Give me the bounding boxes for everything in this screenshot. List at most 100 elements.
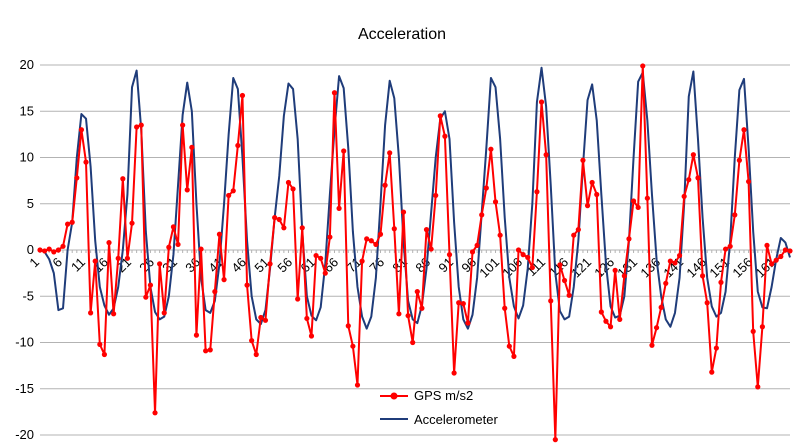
- gps-data-point: [428, 246, 434, 252]
- gps-data-point: [699, 273, 706, 279]
- gps-data-point: [147, 282, 154, 288]
- gps-data-point: [189, 144, 195, 150]
- x-tick-label: 31: [159, 255, 180, 276]
- gps-data-point: [276, 216, 282, 223]
- gps-data-point: [230, 188, 236, 194]
- legend-gps-label: GPS m/s2: [414, 388, 473, 403]
- gps-data-point: [382, 182, 388, 188]
- gps-data-point: [120, 176, 126, 182]
- x-tick-label: 101: [476, 255, 502, 281]
- series-line-accelerometer: [39, 66, 791, 330]
- gps-data-point: [221, 277, 227, 283]
- x-tick-label: 141: [660, 255, 686, 281]
- gps-data-point: [345, 323, 351, 329]
- gps-data-point: [318, 255, 324, 261]
- gps-data-point: [676, 252, 683, 259]
- gps-data-point: [722, 246, 729, 252]
- gps-data-point: [290, 186, 296, 192]
- gps-data-point: [198, 246, 204, 252]
- x-tick-label: 86: [412, 255, 433, 276]
- gps-data-point: [492, 199, 499, 205]
- gps-data-point: [598, 309, 604, 315]
- gps-data-point: [607, 324, 614, 330]
- legend-gps-marker: [390, 392, 398, 400]
- gps-data-point: [745, 178, 752, 185]
- gps-data-point: [175, 241, 181, 248]
- gps-data-point: [244, 282, 250, 288]
- gps-data-point: [60, 243, 66, 249]
- gps-data-point: [387, 150, 393, 156]
- gps-data-point: [460, 301, 466, 307]
- gps-data-point: [603, 318, 609, 324]
- gps-data-point: [768, 261, 775, 267]
- gps-data-point: [405, 313, 411, 319]
- gps-data-point: [106, 240, 112, 246]
- gps-data-point: [704, 300, 710, 306]
- gps-data-point: [78, 127, 85, 133]
- gps-data-point: [235, 142, 241, 149]
- gps-data-point: [51, 249, 57, 255]
- x-tick-label: 96: [458, 255, 479, 276]
- gps-data-point: [681, 193, 687, 199]
- gps-data-point: [621, 273, 627, 279]
- gps-data-point: [134, 124, 140, 130]
- gps-data-point: [635, 204, 641, 211]
- gps-data-point: [322, 270, 328, 276]
- gps-data-point: [433, 192, 439, 199]
- gps-data-point: [295, 296, 301, 302]
- gps-data-point: [69, 219, 75, 225]
- gps-data-point: [506, 343, 512, 349]
- gps-data-point: [594, 191, 600, 198]
- gps-data-point: [667, 258, 673, 264]
- gps-data-point: [580, 157, 586, 163]
- gps-data-point: [111, 311, 117, 317]
- y-tick-label: 0: [27, 242, 34, 257]
- gps-data-point: [451, 370, 457, 376]
- gps-data-point: [474, 242, 480, 248]
- gps-data-point: [92, 258, 98, 264]
- gps-data-point: [529, 264, 535, 271]
- gps-data-point: [617, 316, 623, 322]
- gps-data-point: [400, 209, 407, 215]
- gps-data-point: [308, 333, 315, 339]
- gps-data-point: [414, 289, 420, 295]
- gps-data-point: [170, 224, 177, 230]
- gps-data-point: [755, 384, 761, 390]
- gps-data-point: [373, 241, 379, 248]
- gps-data-point: [97, 341, 103, 347]
- gps-data-point: [180, 122, 186, 128]
- gps-data-point: [157, 261, 163, 267]
- gps-data-point: [695, 175, 701, 181]
- gps-data-point: [423, 227, 430, 233]
- gps-data-point: [124, 255, 131, 261]
- x-tick-label: 1: [26, 255, 42, 271]
- gps-data-point: [267, 261, 273, 267]
- gps-data-point: [377, 231, 384, 237]
- gps-data-point: [488, 146, 494, 152]
- gps-data-point: [203, 348, 209, 354]
- gps-data-point: [456, 300, 462, 306]
- gps-data-point: [161, 310, 167, 316]
- gps-data-point: [437, 113, 443, 119]
- gps-data-point: [88, 310, 94, 316]
- y-tick-label: 20: [20, 57, 34, 72]
- gps-data-point: [782, 247, 788, 253]
- gps-data-point: [42, 248, 48, 254]
- y-tick-label: 5: [27, 196, 34, 211]
- gps-data-point: [750, 328, 756, 334]
- gps-data-point: [129, 220, 135, 226]
- gps-data-point: [138, 122, 144, 128]
- gps-data-point: [548, 298, 554, 304]
- gps-data-point: [55, 247, 62, 253]
- gps-data-point: [520, 252, 526, 258]
- y-tick-label: -5: [22, 288, 34, 303]
- gps-data-point: [272, 215, 278, 221]
- gps-data-point: [626, 236, 632, 242]
- y-tick-label: -20: [15, 427, 34, 442]
- gps-data-point: [686, 177, 692, 183]
- gps-data-point: [258, 314, 264, 321]
- gps-data-point: [571, 232, 577, 238]
- gps-data-point: [65, 221, 71, 227]
- gps-data-point: [640, 63, 646, 69]
- gps-data-point: [281, 225, 287, 231]
